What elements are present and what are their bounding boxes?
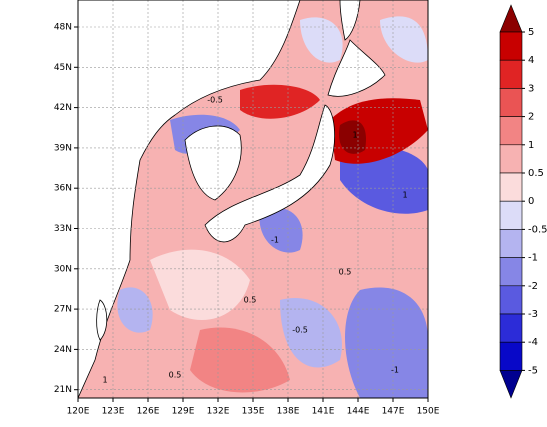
x-tick-label: 132E: [207, 407, 230, 417]
contour-labels: -0.5 0.5 -1 1 0.5 -0.5 1 -1 0.5 1: [102, 96, 407, 385]
colorbar-swatch: [499, 31, 523, 61]
y-tick-label: 21N: [54, 385, 72, 395]
x-tick-label: 147E: [382, 407, 405, 417]
y-tick-label: 42N: [54, 103, 72, 113]
land: [204, 104, 335, 243]
colorbar-label: -3: [528, 309, 538, 320]
contour-label: -1: [271, 236, 279, 245]
region: [190, 327, 290, 393]
x-tick-label: 138E: [277, 407, 300, 417]
land: [339, 0, 361, 41]
colorbar-label: -4: [528, 337, 538, 348]
land: [327, 39, 386, 97]
colorbar-label: -0.5: [528, 224, 547, 235]
x-tick-label: 129E: [172, 407, 195, 417]
region: [150, 249, 250, 320]
y-tick-label: 36N: [54, 184, 72, 194]
region: [380, 16, 428, 63]
colorbar-swatch: [499, 172, 523, 202]
colorbar-swatch: [499, 370, 523, 399]
colorbar-label: 4: [528, 55, 534, 66]
colorbar-swatch: [499, 257, 523, 287]
contour-label: 0.5: [169, 371, 182, 380]
y-tick-label: 24N: [54, 345, 72, 355]
contour-label: 1: [102, 376, 107, 385]
colorbar: 5 4 3 2 1 0.5 0 -0.5 -1 -2 -3 -4 -5: [499, 4, 547, 399]
region: [259, 207, 303, 253]
colorbar-label: -1: [528, 253, 538, 264]
colorbar-label: 3: [528, 83, 534, 94]
colorbar-label: 1: [528, 140, 534, 151]
colorbar-swatch: [499, 144, 523, 174]
colorbar-swatch: [499, 285, 523, 315]
contour-label: -0.5: [292, 326, 308, 335]
region: [300, 17, 343, 63]
colorbar-swatch: [499, 88, 523, 117]
colorbar-label: 5: [528, 27, 534, 38]
x-tick-label: 126E: [137, 407, 160, 417]
land: [96, 299, 108, 341]
region: [339, 120, 366, 154]
colorbar-label: -2: [528, 281, 538, 292]
y-tick-label: 27N: [54, 305, 72, 315]
contour-label: 1: [352, 131, 357, 140]
colorbar-label: 0: [528, 196, 534, 207]
colorbar-label: 0.5: [528, 168, 544, 179]
x-tick-label: 141E: [312, 407, 335, 417]
region: [117, 287, 153, 333]
y-tick-label: 48N: [54, 23, 72, 33]
x-tick-label: 120E: [67, 407, 90, 417]
y-tick-label: 30N: [54, 264, 72, 274]
contour-label: 1: [402, 191, 407, 200]
region: [280, 298, 342, 368]
land: [184, 125, 242, 201]
axes: 120E 123E 126E 129E 132E 135E 138E 141E 144E 147E…: [54, 23, 440, 417]
colorbar-swatch: [499, 341, 523, 371]
y-tick-label: 45N: [54, 63, 72, 73]
contour-label: -1: [391, 366, 399, 375]
colorbar-swatch: [499, 313, 523, 343]
region: [240, 84, 320, 119]
y-tick-label: 33N: [54, 224, 72, 234]
contour-label: 0.5: [339, 268, 352, 277]
colorbar-swatch: [499, 116, 523, 146]
colorbar-label: 2: [528, 112, 534, 123]
colorbar-swatch: [499, 59, 523, 89]
x-tick-label: 135E: [242, 407, 265, 417]
x-tick-label: 144E: [347, 407, 370, 417]
contour-label: 0.5: [244, 296, 257, 305]
colorbar-swatch: [499, 200, 523, 230]
x-tick-label: 150E: [417, 407, 440, 417]
colorbar-swatch: [499, 229, 523, 258]
region: [345, 287, 428, 398]
land: [78, 0, 301, 398]
colorbar-swatch: [499, 4, 523, 33]
contour-label: -0.5: [207, 96, 223, 105]
colorbar-label: -5: [528, 365, 538, 376]
map-field: -0.5 0.5 -1 1 0.5 -0.5 1 -1 0.5 1: [78, 0, 428, 398]
x-tick-label: 123E: [102, 407, 125, 417]
y-tick-label: 39N: [54, 143, 72, 153]
